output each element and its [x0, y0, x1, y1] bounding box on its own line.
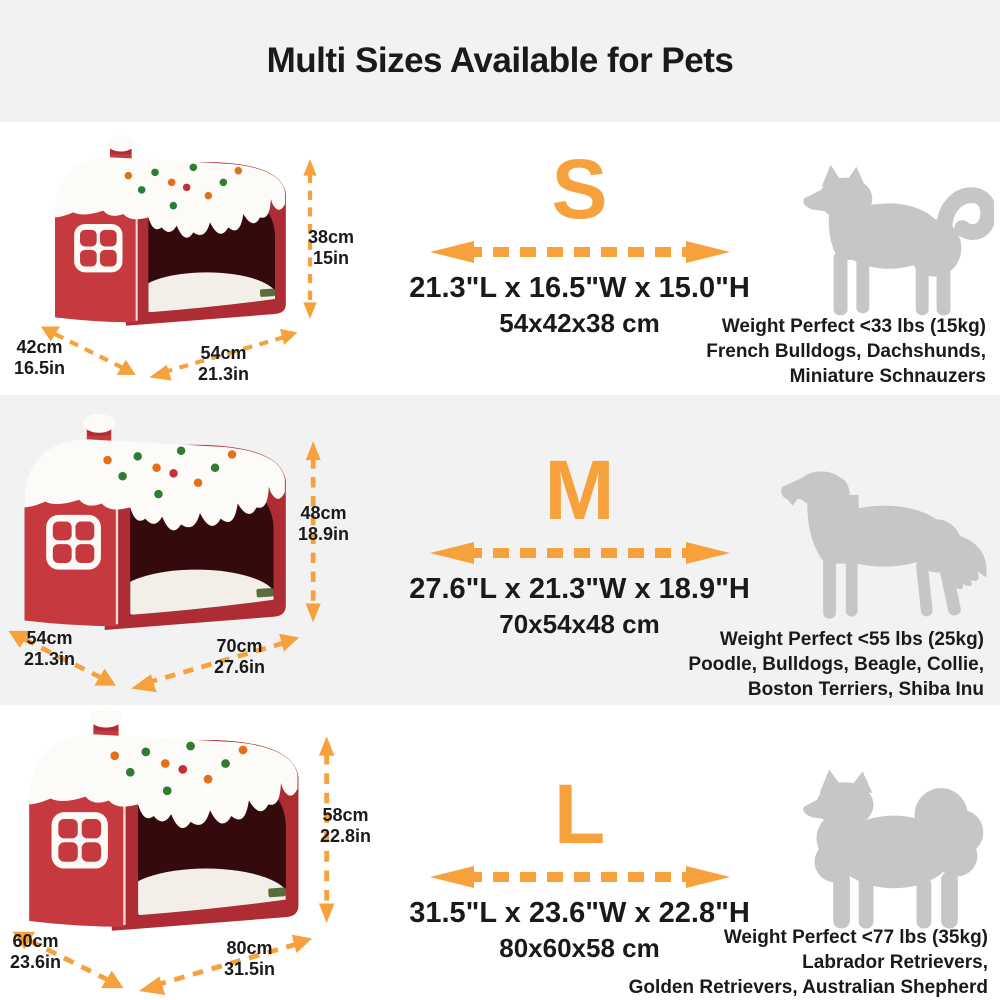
- size-letter: S: [551, 142, 608, 236]
- size-spec-column: S 21.3"L x 16.5"W x 15.0"H 54x42x38 cm: [392, 142, 767, 339]
- depth-dimension-label: 42cm 16.5in: [14, 337, 66, 379]
- size-row-large: 58cm 22.8in 60cm 23.6in 80cm 31.5in L 31…: [0, 705, 1000, 1000]
- weight-and-breeds: Weight Perfect <33 lbs (15kg) French Bul…: [626, 314, 986, 389]
- dog-silhouette-retriever: [778, 455, 994, 631]
- size-row-small: 38cm 15in 42cm 16.5in 54cm 21.3in S 21.3…: [0, 122, 1000, 395]
- double-arrow-icon: [430, 541, 730, 565]
- size-letter: L: [553, 767, 606, 861]
- depth-dimension-label: 60cm 23.6in: [10, 931, 62, 973]
- height-dimension-label: 48cm 18.9in: [298, 503, 350, 545]
- dimensions-inches: 27.6"L x 21.3"W x 18.9"H: [409, 572, 750, 605]
- dog-silhouette-husky: [796, 162, 994, 322]
- width-dimension-label: 80cm 31.5in: [224, 938, 276, 980]
- double-arrow-icon: [430, 865, 730, 889]
- weight-and-breeds: Weight Perfect <77 lbs (35kg) Labrador R…: [598, 925, 988, 1000]
- size-letter: M: [544, 443, 615, 537]
- dog-silhouette-samoyed: [792, 763, 998, 935]
- breeds-line: Golden Retrievers, Australian Shepherd: [628, 977, 988, 999]
- dimensions-inches: 21.3"L x 16.5"W x 15.0"H: [409, 271, 750, 304]
- size-spec-column: L 31.5"L x 23.6"W x 22.8"H 80x60x58 cm: [392, 767, 767, 964]
- height-dimension-label: 58cm 22.8in: [320, 805, 372, 847]
- breeds-line: French Bulldogs, Dachshunds,: [706, 341, 986, 363]
- title-band: Multi Sizes Available for Pets: [0, 0, 1000, 122]
- page-title: Multi Sizes Available for Pets: [266, 41, 734, 80]
- double-arrow-icon: [430, 240, 730, 264]
- size-spec-column: M 27.6"L x 21.3"W x 18.9"H 70x54x48 cm: [392, 443, 767, 640]
- dimensions-cm: 70x54x48 cm: [499, 608, 660, 639]
- weight-line: Weight Perfect <77 lbs (35kg): [723, 927, 988, 948]
- weight-line: Weight Perfect <33 lbs (15kg): [721, 316, 986, 337]
- size-row-medium: 48cm 18.9in 54cm 21.3in 70cm 27.6in M 27…: [0, 395, 1000, 705]
- height-dimension-label: 38cm 15in: [308, 227, 355, 269]
- depth-dimension-label: 54cm 21.3in: [24, 628, 76, 670]
- breeds-line: Boston Terriers, Shiba Inu: [747, 679, 984, 701]
- dimensions-cm: 80x60x58 cm: [499, 932, 660, 963]
- weight-and-breeds: Weight Perfect <55 lbs (25kg) Poodle, Bu…: [604, 627, 984, 702]
- pet-house-photo-small: [30, 134, 330, 384]
- width-dimension-label: 54cm 21.3in: [198, 343, 250, 385]
- breeds-line: Poodle, Bulldogs, Beagle, Collie,: [688, 654, 984, 676]
- breeds-line: Miniature Schnauzers: [789, 366, 986, 388]
- dimensions-inches: 31.5"L x 23.6"W x 22.8"H: [409, 896, 750, 929]
- width-dimension-label: 70cm 27.6in: [214, 636, 266, 678]
- weight-line: Weight Perfect <55 lbs (25kg): [719, 629, 984, 650]
- dimensions-cm: 54x42x38 cm: [499, 307, 660, 338]
- breeds-line: Labrador Retrievers,: [802, 952, 988, 974]
